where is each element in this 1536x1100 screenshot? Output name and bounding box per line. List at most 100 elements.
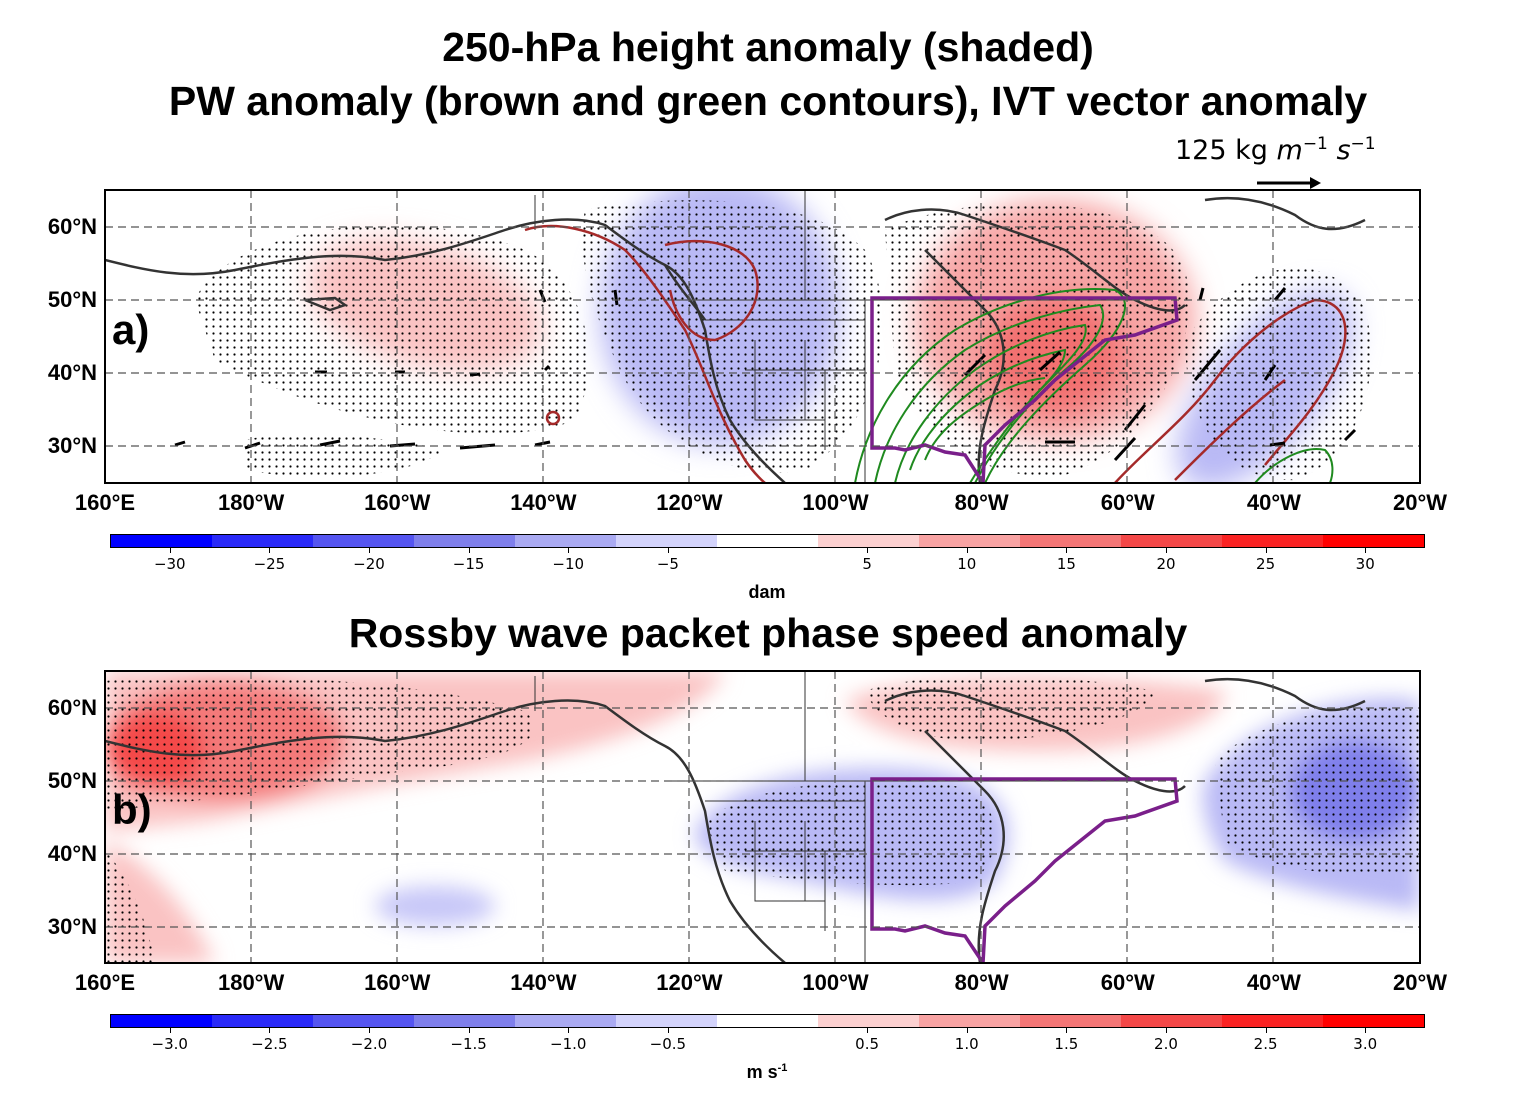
colorbar-tick-mark <box>1365 1028 1367 1033</box>
colorbar-tick-mark <box>1165 1028 1167 1033</box>
colorbar-tick-mark <box>1165 548 1167 553</box>
colorbar-segment <box>1323 1015 1424 1027</box>
ivt-unit-s: s <box>1336 135 1351 166</box>
colorbar-tick-mark <box>1066 548 1068 553</box>
panel-a-colorbar <box>110 534 1425 548</box>
colorbar-segment <box>616 1015 717 1027</box>
colorbar-segment <box>414 535 515 547</box>
lon-label: 100°W <box>802 490 869 515</box>
colorbar-tick-mark <box>1265 548 1267 553</box>
negative-anomaly-small <box>375 886 495 926</box>
colorbar-segment <box>717 1015 818 1027</box>
colorbar-tick-mark <box>169 1028 171 1033</box>
ivt-reference-label: 125 kg m−1 s−1 <box>1175 134 1376 166</box>
colorbar-segment <box>1222 1015 1323 1027</box>
colorbar-segment <box>818 1015 919 1027</box>
colorbar-tick-label: 15 <box>1056 555 1076 573</box>
colorbar-segment <box>1222 535 1323 547</box>
colorbar-tick-label: −20 <box>353 555 385 573</box>
lon-label: 80°W <box>954 970 1009 995</box>
colorbar-tick-label: 2.0 <box>1154 1035 1178 1053</box>
colorbar-segment <box>313 535 414 547</box>
colorbar-tick-mark <box>966 1028 968 1033</box>
colorbar-tick-label: 10 <box>957 555 977 573</box>
panel-b-label: b) <box>112 786 152 833</box>
colorbar-segment <box>1323 535 1424 547</box>
colorbar-tick-mark <box>169 548 171 553</box>
ivt-reference-value: 125 kg <box>1175 135 1268 166</box>
panel-a-label: a) <box>112 306 150 353</box>
colorbar-segment <box>515 1015 616 1027</box>
colorbar-tick-label: 30 <box>1355 555 1375 573</box>
colorbar-tick-mark <box>568 1028 570 1033</box>
colorbar-tick-label: −25 <box>253 555 286 573</box>
panel-a-title-line1: 250-hPa height anomaly (shaded) <box>442 24 1094 70</box>
lon-label: 40°W <box>1246 970 1301 995</box>
colorbar-tick-mark <box>1365 548 1367 553</box>
lat-label: 50°N <box>47 767 97 793</box>
colorbar-segment <box>111 535 212 547</box>
lon-label: 100°W <box>802 970 869 995</box>
graticule-b <box>105 671 1420 963</box>
lat-label: 40°N <box>47 360 97 386</box>
lon-label: 20°W <box>1392 490 1448 515</box>
lon-label: 80°W <box>954 490 1009 515</box>
colorbar-tick-mark <box>369 1028 370 1033</box>
colorbar-tick-label: 20 <box>1156 555 1176 573</box>
lon-label: 40°W <box>1246 490 1301 515</box>
colorbar-tick-label: 25 <box>1256 555 1276 573</box>
lat-label: 50°N <box>47 286 97 312</box>
ivt-reference-arrow <box>1257 177 1321 189</box>
pw-brown-contours <box>524 224 1347 483</box>
colorbar-tick-label: −0.5 <box>649 1035 687 1053</box>
lon-label: 160°E <box>74 490 136 515</box>
colorbar-tick-mark <box>667 548 669 553</box>
lon-label: 140°W <box>510 970 577 995</box>
lat-label: 60°N <box>47 694 97 720</box>
panel-b-colorbar-units-exp: -1 <box>777 1062 788 1074</box>
colorbar-tick-label: −15 <box>452 555 485 573</box>
lat-label: 30°N <box>47 433 97 459</box>
lon-label: 120°W <box>656 490 723 515</box>
colorbar-segment <box>212 1015 313 1027</box>
lon-label: 160°W <box>364 970 431 995</box>
colorbar-segment <box>1121 535 1222 547</box>
lat-label: 60°N <box>47 213 97 239</box>
panel-b-colorbar <box>110 1014 1425 1028</box>
colorbar-segment <box>111 1015 212 1027</box>
colorbar-segment <box>616 535 717 547</box>
colorbar-tick-label: −2.0 <box>350 1035 388 1053</box>
colorbar-tick-mark <box>468 548 470 553</box>
colorbar-tick-mark <box>667 1028 669 1033</box>
lat-label: 40°N <box>47 840 97 866</box>
colorbar-segment <box>1121 1015 1222 1027</box>
graticule <box>105 190 1420 483</box>
colorbar-segment <box>1020 1015 1121 1027</box>
colorbar-tick-label: 0.5 <box>855 1035 880 1053</box>
panel-b-colorbar-units-text: m s <box>746 1062 778 1082</box>
colorbar-tick-label: −30 <box>153 555 186 573</box>
colorbar-segment <box>414 1015 515 1027</box>
colorbar-tick-label: −1.0 <box>550 1035 587 1053</box>
panel-b-colorbar-units: m s-1 <box>667 1062 867 1083</box>
lon-label: 20°W <box>1392 970 1448 995</box>
colorbar-segment <box>515 535 616 547</box>
lon-label: 160°W <box>364 490 431 515</box>
colorbar-tick-label: 3.0 <box>1353 1035 1378 1053</box>
panel-a-title-line2: PW anomaly (brown and green contours), I… <box>168 78 1368 124</box>
significance-stippling-b <box>105 676 1420 963</box>
colorbar-tick-mark <box>568 548 570 553</box>
colorbar-segment <box>717 535 818 547</box>
colorbar-tick-label: −2.5 <box>251 1035 288 1053</box>
lon-label: 140°W <box>510 490 577 515</box>
coastlines-b <box>105 677 1366 963</box>
coastlines <box>105 196 1366 483</box>
colorbar-tick-mark <box>269 1028 271 1033</box>
colorbar-tick-label: 2.5 <box>1253 1035 1278 1053</box>
significance-stippling <box>195 200 1372 481</box>
map-b-frame <box>104 670 1421 964</box>
colorbar-tick-mark <box>867 548 869 553</box>
colorbar-tick-mark <box>468 1028 470 1033</box>
colorbar-tick-label: 5 <box>862 555 872 573</box>
ivt-unit-m: m <box>1276 135 1303 166</box>
